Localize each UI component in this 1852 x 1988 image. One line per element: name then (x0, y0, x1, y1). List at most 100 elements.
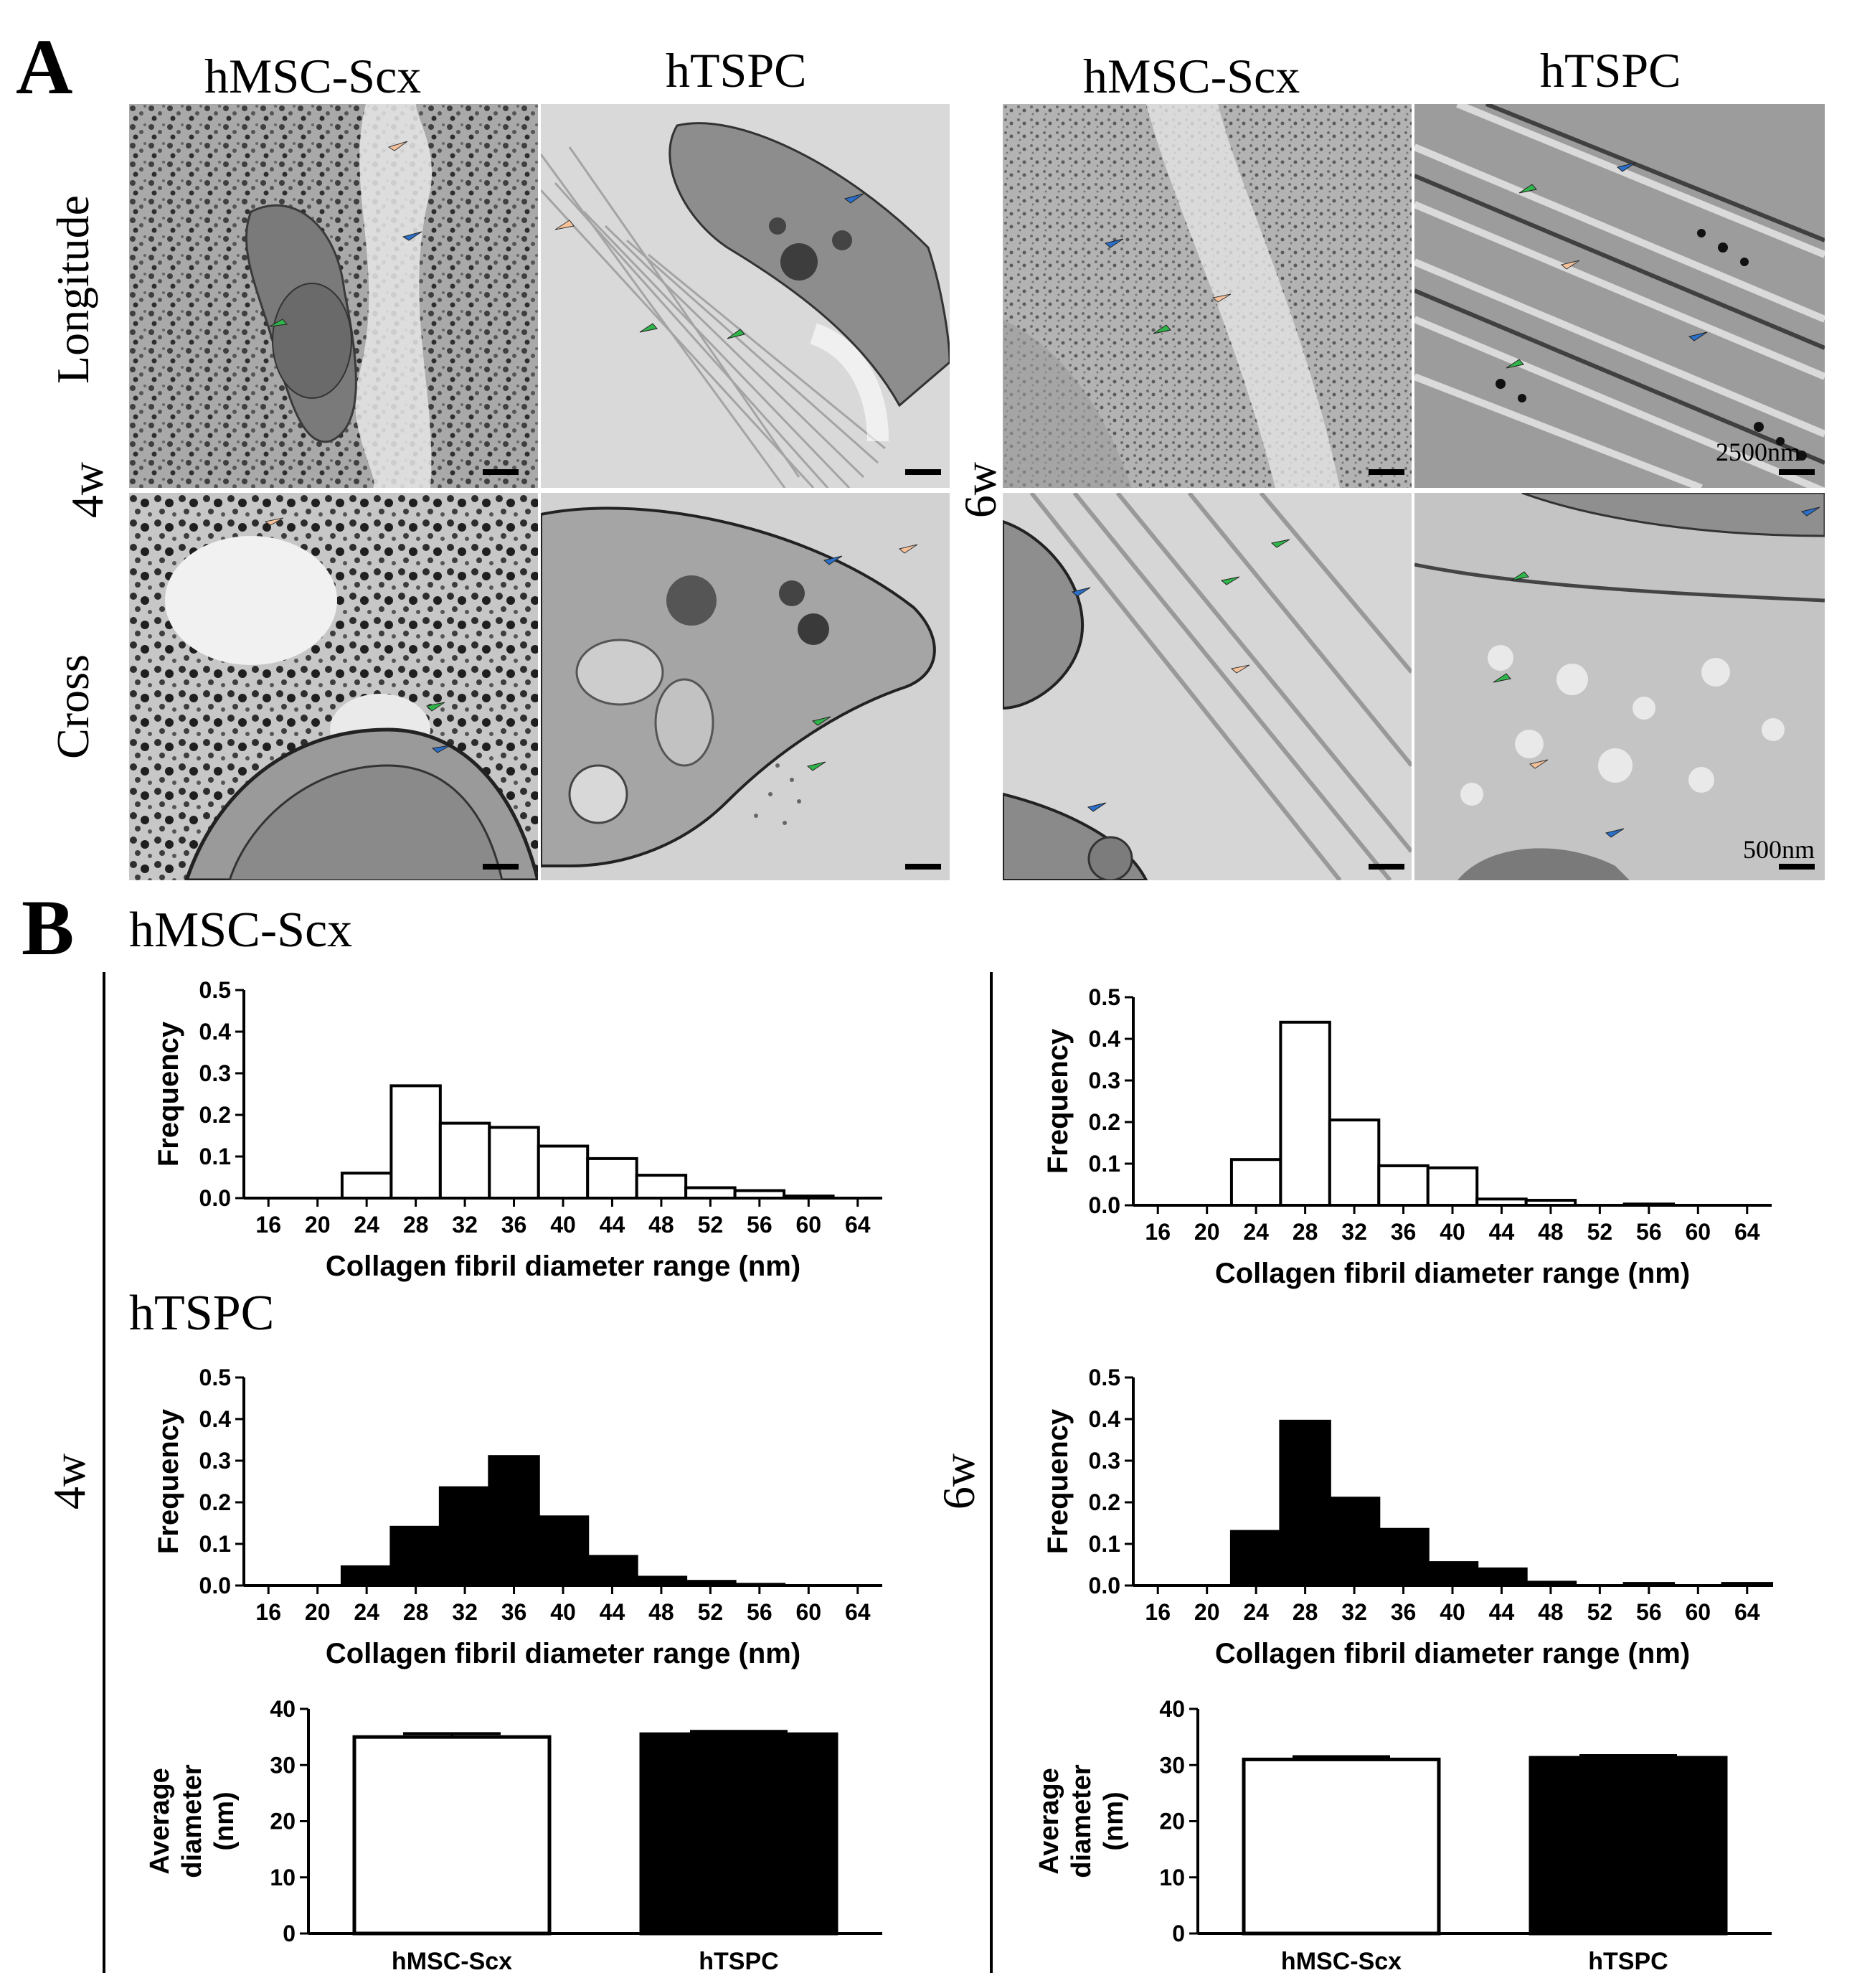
divider-line-4w (103, 972, 105, 1973)
y-tick-label: 0.2 (1089, 1489, 1120, 1515)
y-axis-label: Frequency (153, 1021, 184, 1167)
histogram-bar (586, 1156, 638, 1200)
x-tick-label: 40 (1440, 1219, 1465, 1245)
em-image-6w-hmsc-cross (1003, 493, 1412, 880)
y-tick-label: 0.0 (1089, 1192, 1120, 1218)
y-tick-label: 0.4 (1089, 1026, 1121, 1052)
x-tick-label: 60 (1686, 1219, 1711, 1245)
y-tick-label: 0.0 (199, 1573, 231, 1598)
histogram-bar (1328, 1118, 1381, 1207)
x-tick-label: 44 (1489, 1219, 1515, 1245)
x-tick-label: 44 (1489, 1599, 1515, 1625)
x-tick-label: 40 (550, 1599, 576, 1625)
row-label-longitude: Longitude (47, 194, 98, 384)
y-axis-label: (nm) (1099, 1791, 1129, 1850)
histogram-bar (1377, 1164, 1430, 1207)
histogram-bar (537, 1515, 590, 1587)
y-tick-label: 0.1 (1089, 1151, 1120, 1177)
histogram-bar (1328, 1497, 1381, 1587)
y-tick-label: 0.4 (199, 1406, 232, 1432)
scale-bar (1779, 864, 1815, 870)
x-tick-label: 48 (648, 1599, 674, 1625)
y-axis-label: Frequency (1042, 1408, 1074, 1554)
y-tick-label: 0.1 (1089, 1531, 1120, 1557)
y-tick-label: 0.4 (1089, 1406, 1121, 1432)
x-tick-label: 48 (648, 1212, 674, 1238)
y-tick-label: 0 (1172, 1921, 1185, 1946)
histogram-bar (586, 1555, 638, 1587)
y-tick-label: 0.5 (199, 977, 231, 1003)
histogram-bar (389, 1525, 442, 1587)
x-tick-label: 16 (255, 1212, 281, 1238)
x-tick-label: 20 (1194, 1599, 1220, 1625)
histogram-bar (733, 1583, 786, 1588)
x-axis-label: Collagen fibril diameter range (nm) (326, 1250, 800, 1282)
y-axis-label: Frequency (1042, 1028, 1074, 1174)
y-tick-label: 0 (283, 1921, 296, 1946)
x-tick-label: 44 (600, 1599, 625, 1625)
x-tick-label: 28 (1293, 1599, 1318, 1625)
col-header-4w-htspc: hTSPC (666, 43, 807, 98)
divider-line-6w (990, 972, 993, 1973)
y-tick-label: 0.5 (1089, 1365, 1120, 1390)
x-axis-label: Collagen fibril diameter range (nm) (1215, 1638, 1690, 1669)
y-axis-label: Average (1034, 1768, 1064, 1875)
histogram-plot: 0.0 0.1 0.2 0.3 0.4 0.5 16 20 24 28 32 36 40 44 48 52 56… (153, 1365, 882, 1669)
scale-label-500nm: 500nm (1743, 835, 1815, 864)
histogram-bar (1229, 1158, 1282, 1207)
em-image-4w-hmsc-longitude (129, 104, 538, 488)
average-diameter-chart-6w: 0 10 20 30 40 hMSC-Scx hTSPC Average diameter (nm… (1034, 1700, 1772, 1975)
average-diameter-chart-4w: 0 10 20 30 40 hMSC-Scx hTSPC Average diameter (nm… (145, 1700, 882, 1975)
histogram-bar (1279, 1419, 1331, 1588)
x-tick-label: 52 (698, 1599, 724, 1625)
x-tick-label: 52 (1587, 1599, 1613, 1625)
x-tick-label: 64 (1734, 1599, 1760, 1625)
x-tick-label: 28 (1293, 1219, 1318, 1245)
y-tick-label: 0.1 (199, 1531, 231, 1557)
average-bar (352, 1735, 552, 1936)
scale-bar (483, 864, 519, 870)
group-title-htspc: hTSPC (129, 1286, 275, 1341)
x-tick-label: 24 (1243, 1219, 1269, 1245)
x-tick-label: 20 (305, 1599, 331, 1625)
x-tick-label: 40 (1440, 1599, 1465, 1625)
x-tick-label: 36 (501, 1212, 527, 1238)
y-tick-label: 0.3 (199, 1448, 231, 1474)
x-tick-label: 36 (1391, 1599, 1417, 1625)
x-tick-label: 28 (403, 1212, 429, 1238)
scale-bar (1779, 469, 1815, 475)
histogram-bar (635, 1575, 688, 1587)
histogram-bar (1279, 1020, 1331, 1207)
y-tick-label: 0.4 (199, 1019, 232, 1045)
histogram-plot: 0.0 0.1 0.2 0.3 0.4 0.5 16 20 24 28 32 36 40 44 48 52 56… (1042, 1365, 1773, 1669)
scale-bar (905, 864, 941, 870)
histogram-bar (1622, 1202, 1676, 1207)
col-header-6w-htspc: hTSPC (1540, 43, 1681, 98)
x-tick-label: 24 (354, 1212, 379, 1238)
time-label-4w-a: 4w (62, 461, 113, 519)
y-axis-label: diameter (1067, 1764, 1097, 1878)
histogram-htspc-4w: 0.0 0.1 0.2 0.3 0.4 0.5 16 20 24 28 32 36 40 44 48 52 56… (153, 1365, 882, 1669)
scale-bar (1369, 469, 1404, 475)
histogram-bar (684, 1186, 737, 1200)
x-tick-label: 56 (747, 1212, 773, 1238)
x-tick-label: 16 (1145, 1599, 1171, 1625)
panel-a-letter: A (16, 23, 73, 110)
x-tick-label: 56 (1636, 1219, 1662, 1245)
y-tick-label: 0.3 (1089, 1068, 1120, 1093)
x-axis-label: Collagen fibril diameter range (nm) (326, 1638, 800, 1669)
x-tick-label: 64 (845, 1599, 871, 1625)
y-tick-label: 10 (270, 1865, 296, 1890)
average-bar (1242, 1757, 1441, 1936)
scale-bar (1369, 864, 1404, 870)
x-tick-label: 44 (600, 1212, 625, 1238)
x-tick-label: 60 (796, 1599, 822, 1625)
y-tick-label: 0.0 (199, 1185, 231, 1211)
x-tick-label: 32 (452, 1212, 478, 1238)
histogram-bar (1475, 1567, 1528, 1587)
y-tick-label: 0.3 (199, 1060, 231, 1086)
x-tick-label: 56 (1636, 1599, 1662, 1625)
y-axis-label: Average (145, 1768, 175, 1875)
panel-b-letter: B (22, 884, 75, 971)
x-axis-label: Collagen fibril diameter range (nm) (1215, 1258, 1690, 1289)
